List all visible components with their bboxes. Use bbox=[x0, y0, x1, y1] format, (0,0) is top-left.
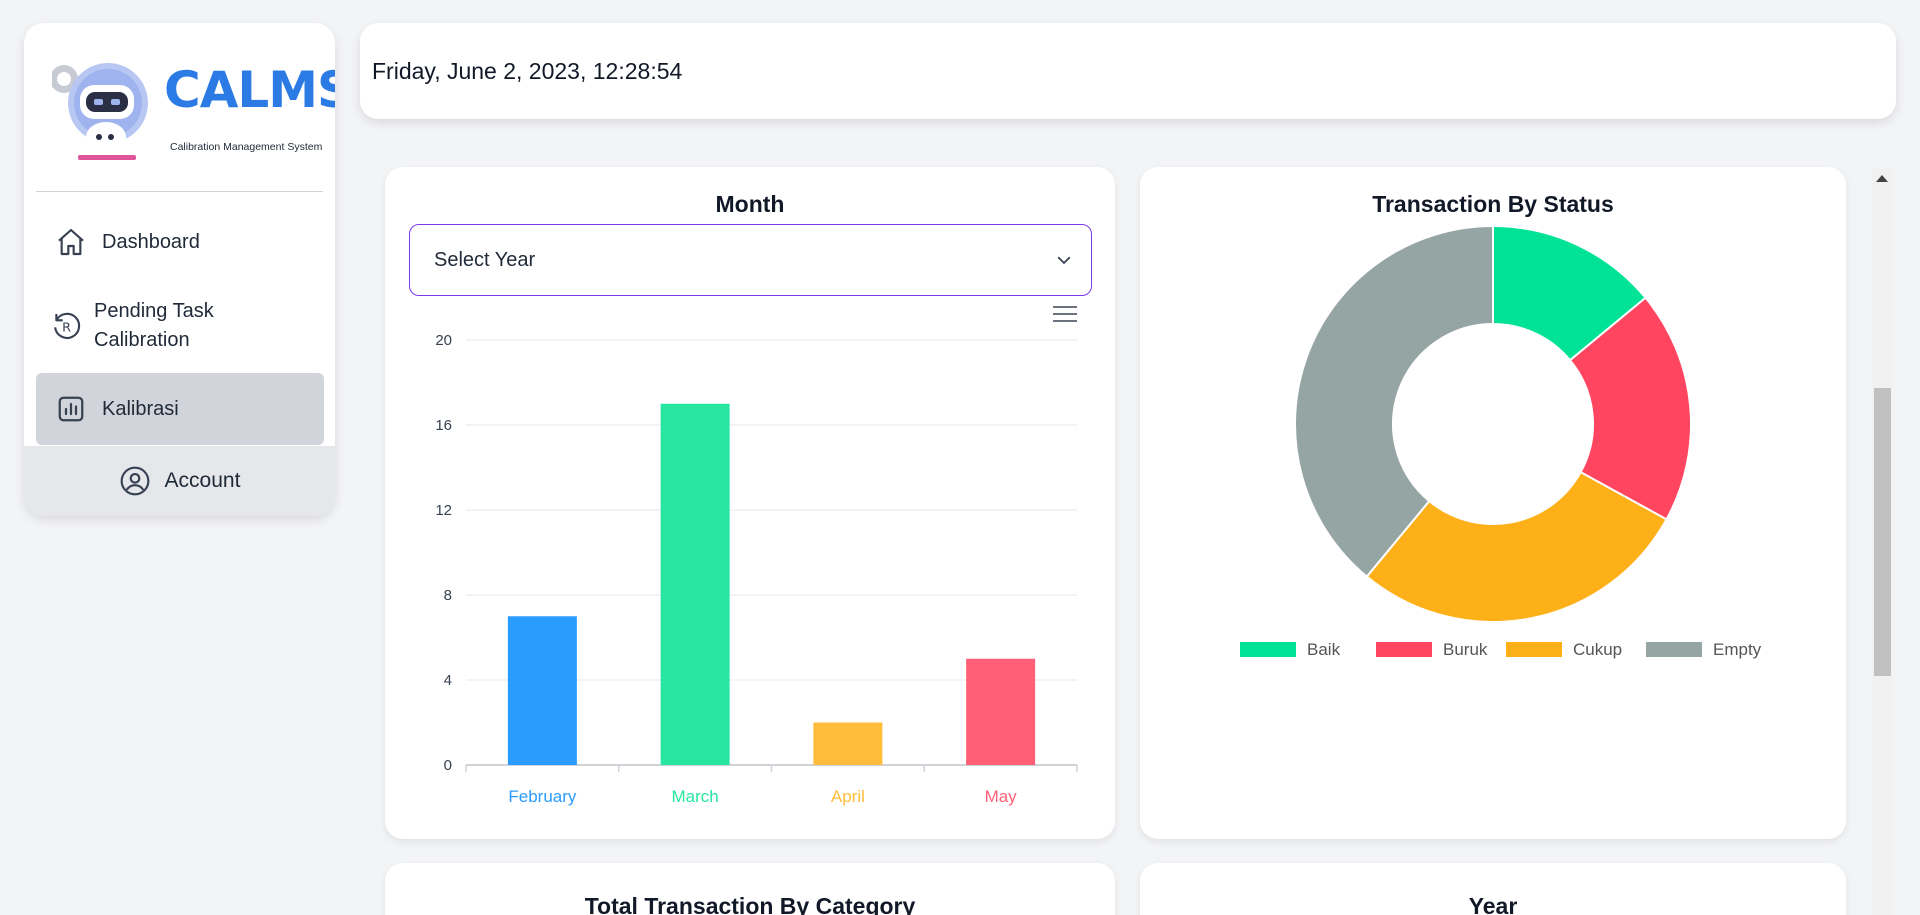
x-tick-label: May bbox=[985, 787, 1018, 806]
legend-swatch bbox=[1376, 642, 1432, 657]
calms-logo[interactable]: CALMS Calibration Management System bbox=[52, 51, 335, 167]
status-chart-card: Transaction By Status Baik Buruk Cukup Empt… bbox=[1140, 167, 1846, 839]
chart-menu-icon[interactable] bbox=[1053, 304, 1077, 324]
legend-label[interactable]: Buruk bbox=[1443, 640, 1488, 659]
sidebar: CALMS Calibration Management System Dash… bbox=[24, 23, 335, 516]
x-tick-label: February bbox=[508, 787, 577, 806]
year-select-value: Select Year bbox=[434, 248, 536, 271]
y-tick-label: 12 bbox=[435, 502, 452, 519]
refresh-r-icon: R bbox=[50, 309, 84, 343]
robot-mascot-icon bbox=[52, 63, 148, 160]
logo-subtitle: Calibration Management System bbox=[170, 141, 323, 153]
slice-empty[interactable] bbox=[1294, 224, 1494, 578]
y-tick-label: 16 bbox=[435, 417, 452, 434]
sidebar-divider bbox=[36, 191, 323, 192]
legend-swatch bbox=[1506, 642, 1562, 657]
month-chart-title: Month bbox=[715, 191, 785, 217]
category-chart-title: Total Transaction By Category bbox=[584, 893, 916, 915]
slice-cukup[interactable] bbox=[1365, 470, 1668, 623]
sidebar-item-kalibrasi[interactable]: Kalibrasi bbox=[36, 373, 324, 445]
year-chart-card: Year bbox=[1140, 863, 1846, 915]
status-donut-chart: Baik Buruk Cukup Empty bbox=[1240, 224, 1762, 659]
x-tick-label: April bbox=[831, 787, 865, 806]
account-label: Account bbox=[164, 469, 241, 492]
y-tick-label: 0 bbox=[444, 757, 452, 774]
y-tick-label: 8 bbox=[444, 587, 452, 604]
bar-march[interactable] bbox=[660, 403, 730, 765]
current-datetime: Friday, June 2, 2023, 12:28:54 bbox=[372, 57, 683, 84]
bar-february[interactable] bbox=[507, 616, 577, 765]
scroll-up-arrow-icon[interactable] bbox=[1876, 175, 1888, 182]
home-icon bbox=[54, 225, 88, 259]
legend-label[interactable]: Baik bbox=[1307, 640, 1341, 659]
year-chart-title: Year bbox=[1468, 893, 1518, 915]
top-header: Friday, June 2, 2023, 12:28:54 bbox=[360, 23, 1896, 119]
slice-buruk[interactable] bbox=[1568, 296, 1692, 521]
sidebar-item-label: Dashboard bbox=[102, 230, 200, 253]
legend-label[interactable]: Cukup bbox=[1573, 640, 1622, 659]
sidebar-item-dashboard[interactable]: Dashboard bbox=[36, 218, 324, 266]
category-chart-card: Total Transaction By Category bbox=[385, 863, 1115, 915]
y-tick-label: 4 bbox=[444, 672, 452, 689]
legend-swatch bbox=[1240, 642, 1296, 657]
sidebar-item-pending-task[interactable]: R Pending Task Calibration bbox=[36, 295, 324, 357]
svg-text:R: R bbox=[62, 321, 71, 336]
month-chart-card: Month Select Year 20 16 12 8 4 0 February March… bbox=[385, 167, 1115, 839]
bar-chart-icon bbox=[54, 392, 88, 426]
chevron-down-icon bbox=[1057, 256, 1071, 264]
scrollbar-thumb[interactable] bbox=[1874, 388, 1891, 676]
legend-swatch bbox=[1646, 642, 1702, 657]
status-chart-title: Transaction By Status bbox=[1372, 191, 1614, 217]
x-tick-label: March bbox=[672, 787, 719, 806]
logo-wordmark: CALMS bbox=[164, 61, 335, 119]
sidebar-item-label: Kalibrasi bbox=[102, 397, 179, 420]
account-button[interactable]: Account bbox=[24, 446, 335, 516]
scrollbar[interactable] bbox=[1872, 167, 1892, 915]
sidebar-item-label: Pending Task Calibration bbox=[94, 300, 214, 351]
bar-april[interactable] bbox=[813, 722, 883, 766]
legend-label[interactable]: Empty bbox=[1713, 640, 1762, 659]
y-tick-label: 20 bbox=[435, 332, 452, 349]
year-select[interactable]: Select Year bbox=[409, 224, 1092, 296]
user-circle-icon bbox=[119, 465, 151, 497]
bar-may[interactable] bbox=[966, 658, 1036, 765]
